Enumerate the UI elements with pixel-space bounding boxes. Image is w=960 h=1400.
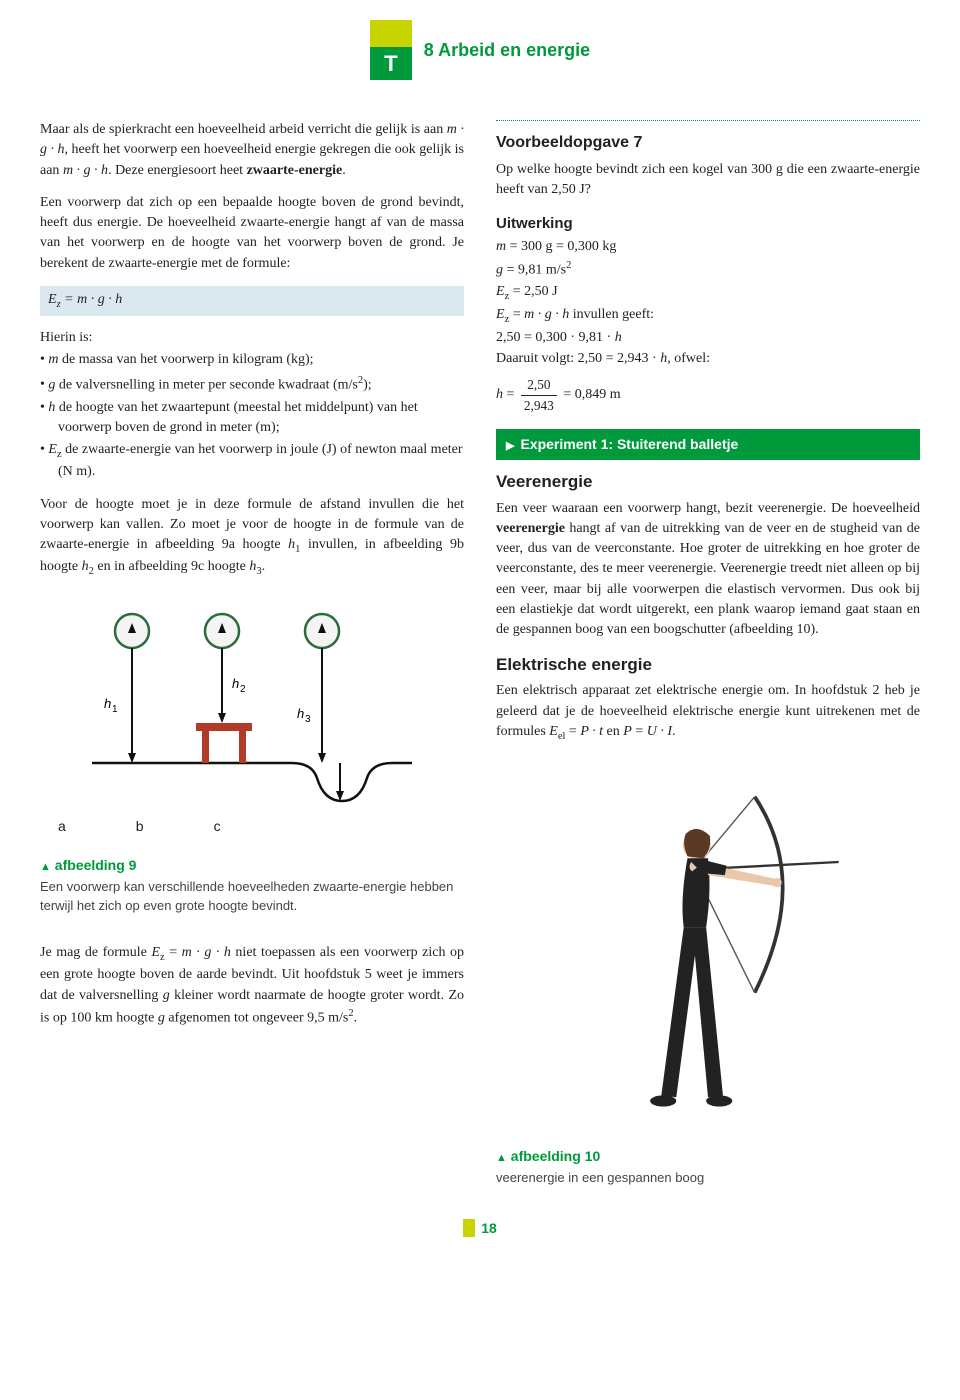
svg-text:3: 3 (305, 714, 311, 725)
figure-10-caption-body: veerenergie in een gespannen boog (496, 1169, 920, 1188)
svg-text:2: 2 (240, 684, 246, 695)
work-line-7: h = 2,502,943 = 0,849 m (496, 375, 920, 415)
work-line-3: Ez = 2,50 J (496, 282, 920, 304)
height-explanation: Voor de hoogte moet je in deze formule d… (40, 495, 464, 580)
page-number: 18 (40, 1218, 920, 1238)
badge-letter: T (370, 47, 412, 80)
experiment-banner: ▶Experiment 1: Stuiterend balletje (496, 429, 920, 460)
veerenergie-para: Een veer waaraan een voorwerp hangt, bez… (496, 499, 920, 641)
intro-para-2: Een voorwerp dat zich op een bepaalde ho… (40, 193, 464, 274)
chapter-title: 8 Arbeid en energie (424, 37, 590, 63)
figure-10-archer (496, 756, 920, 1136)
example-question: Op welke hoogte bevindt zich een kogel v… (496, 160, 920, 201)
example-divider (496, 120, 920, 121)
uitwerking-heading: Uitwerking (496, 213, 920, 235)
work-line-6: Daaruit volgt: 2,50 = 2,943 · h, ofwel: (496, 349, 920, 369)
fig9-label-a: a (58, 816, 66, 836)
caveat-para: Je mag de formule Ez = m · g · h niet to… (40, 943, 464, 1029)
figure-9-caption-head: ▲ afbeelding 9 (40, 855, 464, 876)
elektrische-heading: Elektrische energie (496, 653, 920, 678)
chapter-badge: T (370, 20, 412, 80)
herien-label: Hierin is: (40, 328, 464, 348)
def-h: h de hoogte van het zwaartepunt (meestal… (40, 398, 464, 439)
fig9-label-b: b (136, 816, 144, 836)
def-g: g de valversnelling in meter per seconde… (40, 373, 464, 396)
right-column: Voorbeeldopgave 7 Op welke hoogte bevind… (496, 120, 920, 1188)
figure-9-caption-body: Een voorwerp kan verschillende hoeveelhe… (40, 878, 464, 916)
intro-para-1: Maar als de spierkracht een hoeveelheid … (40, 120, 464, 181)
example-title: Voorbeeldopgave 7 (496, 131, 920, 154)
variable-definitions: m de massa van het voorwerp in kilogram … (40, 350, 464, 482)
figure-9-diagram: h 1 h 2 h 3 (40, 603, 464, 803)
def-m: m de massa van het voorwerp in kilogram … (40, 350, 464, 370)
work-line-1: m = 300 g = 0,300 kg (496, 237, 920, 257)
left-column: Maar als de spierkracht een hoeveelheid … (40, 120, 464, 1188)
work-line-2: g = 9,81 m/s2 (496, 258, 920, 281)
page-header: T 8 Arbeid en energie (40, 20, 920, 80)
figure-9-sublabels: a b c (40, 816, 464, 836)
work-line-5: 2,50 = 0,300 · 9,81 · h (496, 328, 920, 348)
worked-solution: m = 300 g = 0,300 kg g = 9,81 m/s2 Ez = … (496, 237, 920, 415)
veerenergie-heading: Veerenergie (496, 470, 920, 495)
elektrische-para: Een elektrisch apparaat zet elektrische … (496, 681, 920, 744)
svg-text:h: h (297, 706, 304, 721)
fig9-label-c: c (214, 816, 221, 836)
svg-text:h: h (104, 696, 111, 711)
figure-10-caption-head: ▲ afbeelding 10 (496, 1146, 920, 1167)
work-line-4: Ez = m · g · h invullen geeft: (496, 305, 920, 327)
svg-text:1: 1 (112, 704, 118, 715)
def-ez: Ez de zwaarte-energie van het voorwerp i… (40, 440, 464, 482)
svg-text:h: h (232, 676, 239, 691)
formula-ez: Ez = m · g · h (40, 286, 464, 316)
